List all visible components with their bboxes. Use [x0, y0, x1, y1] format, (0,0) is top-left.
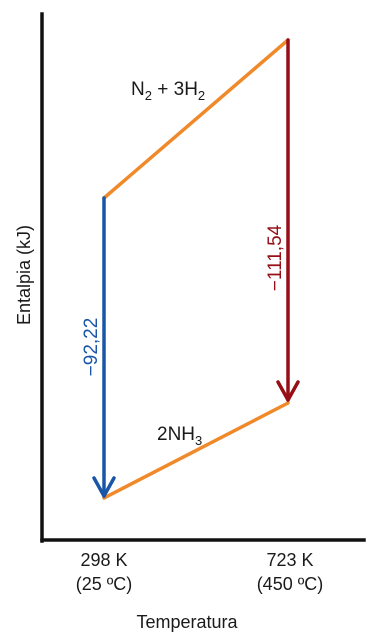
- x-tick-723k: 723 K: [266, 550, 313, 570]
- delta-h-298k-arrow: [92, 196, 116, 498]
- delta-h-298k-value: −92,22: [81, 318, 102, 377]
- arrow-298k-head: [92, 476, 116, 498]
- x-tick-723k-celsius: (450 ºC): [257, 574, 324, 594]
- x-tick-298k-celsius: (25 ºC): [76, 574, 133, 594]
- reactants-label: N2 + 3H2: [131, 79, 205, 103]
- products-enthalpy-line: [102, 401, 290, 500]
- products-label: 2NH3: [157, 424, 202, 448]
- y-axis-label: Entalpia (kJ): [14, 225, 34, 325]
- arrow-723k-head: [276, 380, 300, 402]
- x-tick-298k: 298 K: [80, 550, 127, 570]
- reactants-enthalpy-line: [102, 38, 290, 200]
- delta-h-723k-arrow: [276, 38, 300, 402]
- x-axis-label: Temperatura: [136, 612, 238, 632]
- delta-h-723k-value: −111,54: [265, 224, 286, 291]
